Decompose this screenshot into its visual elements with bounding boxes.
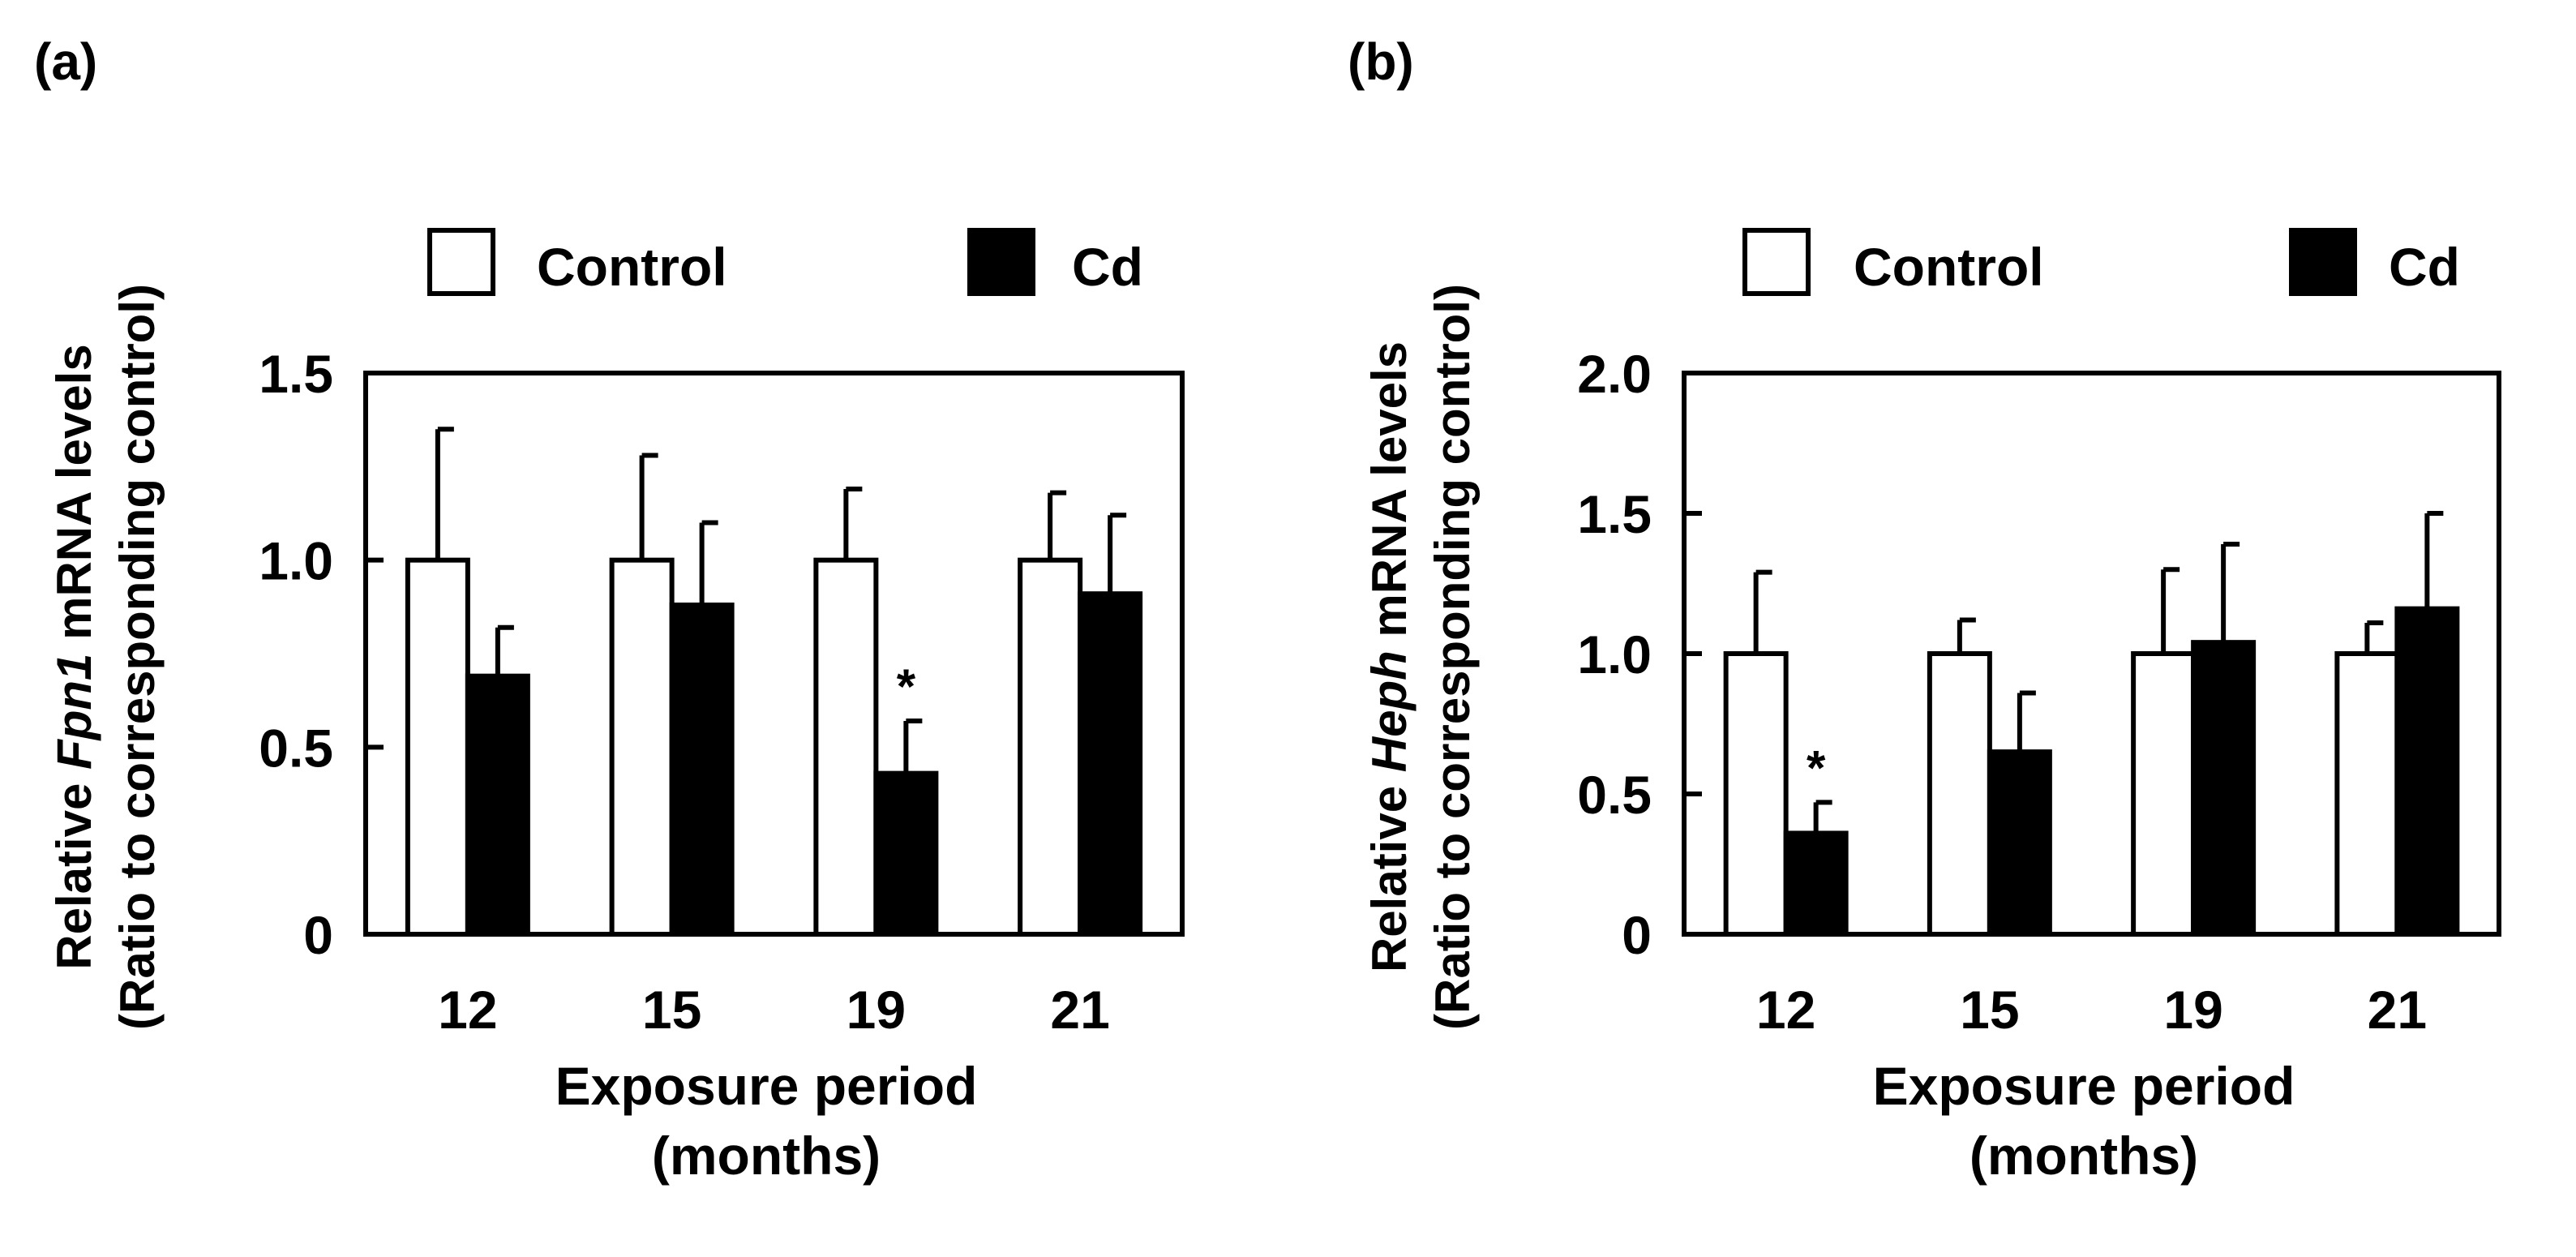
panel-b-bar-control [1723,651,1789,937]
panel-b-legend: Control Cd [1742,228,2460,297]
panel-b-bar-control [1927,651,1992,937]
panel-a-bar-control [609,557,675,937]
panel-a-xlabel-line1: Exposure period [555,1056,978,1116]
panel-a-xlabel-line2: (months) [652,1126,881,1186]
panel-a-legend-cd-label: Cd [1072,237,1143,297]
panel-a-bar-control [405,557,470,937]
panel-a: (a) Control Cd 0 0.5 1.0 1.5 12 15 19 21 * Relat… [34,32,1185,1186]
panel-a-xtick-label: 19 [847,980,906,1040]
panel-a-bar-control [1018,557,1083,937]
panel-b-xtick-label: 21 [2368,980,2427,1040]
panel-a-xtick-label: 12 [438,980,497,1040]
panel-b-ytick-label: 0.5 [1577,765,1652,825]
panel-b-bar-cd [1987,749,2052,937]
panel-a-ylabel-line1: Relative Fpn1 mRNA levels [47,344,101,969]
panel-a-bar-cd [669,603,735,937]
panel-b-xlabel-line2: (months) [1970,1126,2198,1186]
panel-b-bar-cd [2394,606,2460,937]
panel-a-ytick-label: 0.5 [259,718,333,778]
panel-a-plot-frame [363,371,1185,937]
panel-b-xlabel-line1: Exposure period [1873,1056,2295,1116]
panel-a-xtick-label: 15 [642,980,701,1040]
panel-b-bar-cd [1783,830,1849,937]
panel-a-ytick-label: 1.5 [259,344,333,404]
panel-a-ytick-label: 0 [303,905,333,965]
panel-a-bar-control [813,557,879,937]
panel-a-xtick-label: 21 [1050,980,1109,1040]
panel-b-xtick-label: 15 [1960,980,2019,1040]
panel-b-legend-cd-label: Cd [2389,237,2460,297]
panel-a-legend-cd-swatch [967,228,1035,296]
panel-a-bar-cd [873,770,939,937]
panel-b-bar-control [2131,651,2197,937]
panel-a-bar-cd [465,673,530,937]
panel-a-plot: 0 0.5 1.0 1.5 12 15 19 21 * [259,344,1185,1040]
panel-a-ytick-label: 1.0 [259,531,333,591]
panel-b-legend-control-label: Control [1854,237,2044,297]
panel-a-legend-control-swatch [427,228,495,296]
panel-a-legend: Control Cd [427,228,1143,297]
panel-a-legend-control-label: Control [537,237,727,297]
panel-a-ylabel-line2: (Ratio to corresponding control) [110,284,165,1030]
panel-b-label: (b) [1348,32,1414,91]
panel-b-ylabel-line1: Relative Heph mRNA levels [1362,341,1417,972]
panel-b-ytick-label: 0 [1622,905,1652,965]
panel-b-ytick-label: 1.0 [1577,624,1652,684]
panel-b-y-axis-title: Relative Heph mRNA levels (Ratio to corr… [1362,284,1480,1030]
panel-b-xtick-label: 19 [2163,980,2222,1040]
panel-b-ytick-label: 2.0 [1577,344,1652,404]
panel-a-y-axis-title: Relative Fpn1 mRNA levels (Ratio to corr… [47,284,165,1030]
panel-a-label: (a) [34,32,97,91]
panel-b-xtick-label: 12 [1756,980,1815,1040]
panel-a-significance-marker: * [897,659,916,714]
panel-b-legend-cd-swatch [2289,228,2357,296]
panel-a-bar-cd [1078,591,1143,937]
panel-b: (b) Control Cd 0 0.5 1.0 1.5 2.0 12 15 19 21 * Re… [1348,32,2501,1186]
panel-b-bar-control [2334,651,2400,937]
panel-b-ytick-label: 1.5 [1577,484,1652,544]
panel-b-significance-marker: * [1807,740,1826,795]
panel-b-ylabel-line2: (Ratio to corresponding control) [1425,284,1480,1030]
panel-b-legend-control-swatch [1742,228,1811,296]
panel-b-bar-cd [2191,640,2257,937]
panel-b-plot: 0 0.5 1.0 1.5 2.0 12 15 19 21 * [1577,344,2501,1040]
